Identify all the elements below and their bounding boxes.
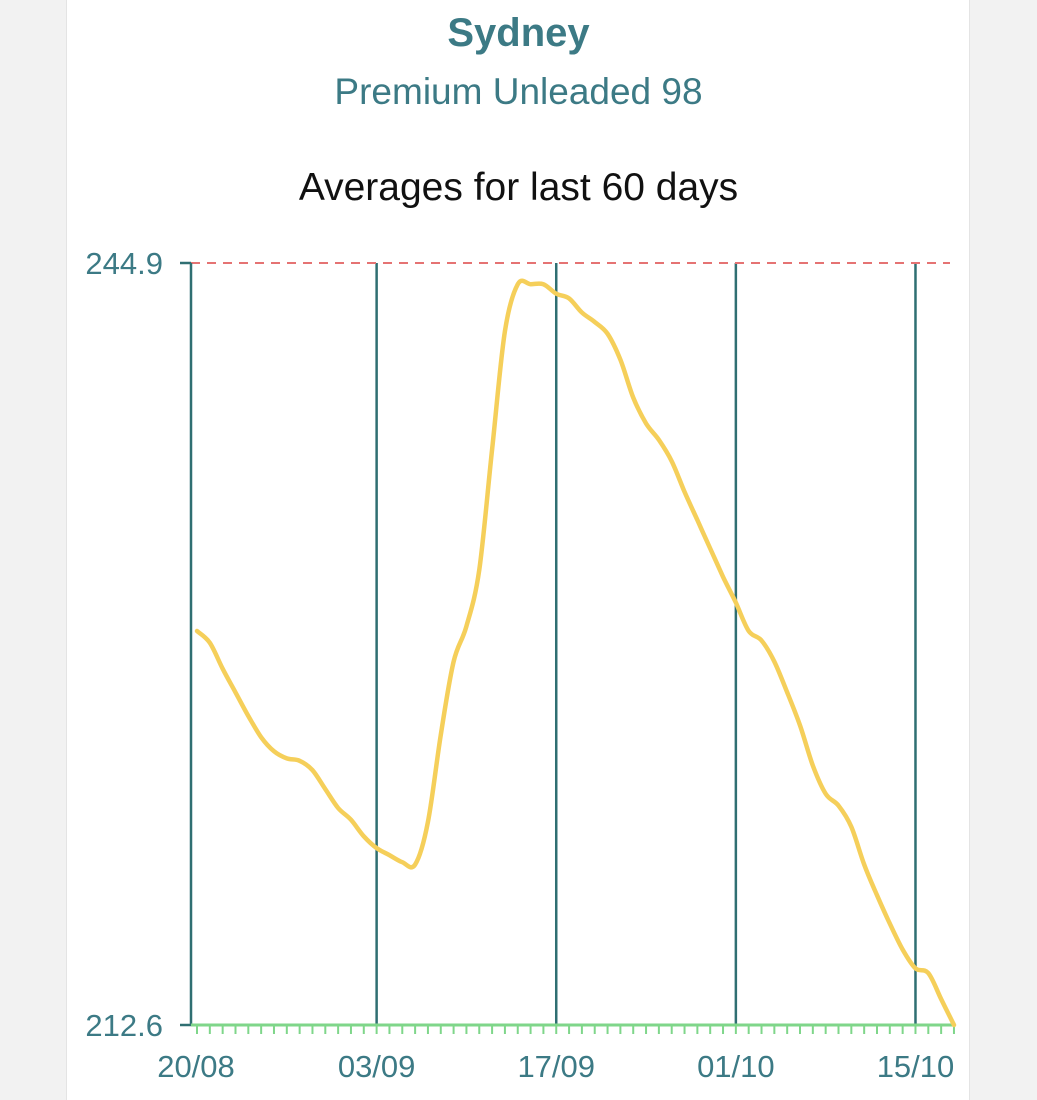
chart-card [66,0,970,1100]
x-axis-day-ticks [196,1025,955,1034]
x-tick-label: 03/09 [338,1049,416,1080]
fuel-type-subtitle: Premium Unleaded 98 [334,71,703,112]
x-axis-labels: 20/08 03/09 17/09 01/10 15/10 [157,1049,954,1080]
city-title: Sydney [447,11,590,55]
y-axis-ticks [180,261,191,1027]
y-axis-labels: 244.9 212.6 [85,246,163,1043]
vertical-gridlines [375,263,917,1025]
price-series-line [194,278,957,1028]
x-tick-label: 17/09 [517,1049,595,1080]
x-tick-label: 15/10 [877,1049,955,1080]
y-tick-label: 244.9 [85,246,163,281]
x-tick-label: 20/08 [157,1049,235,1080]
x-tick-label: 01/10 [697,1049,775,1080]
y-tick-label: 212.6 [85,1008,163,1043]
chart-title: Averages for last 60 days [298,166,739,209]
